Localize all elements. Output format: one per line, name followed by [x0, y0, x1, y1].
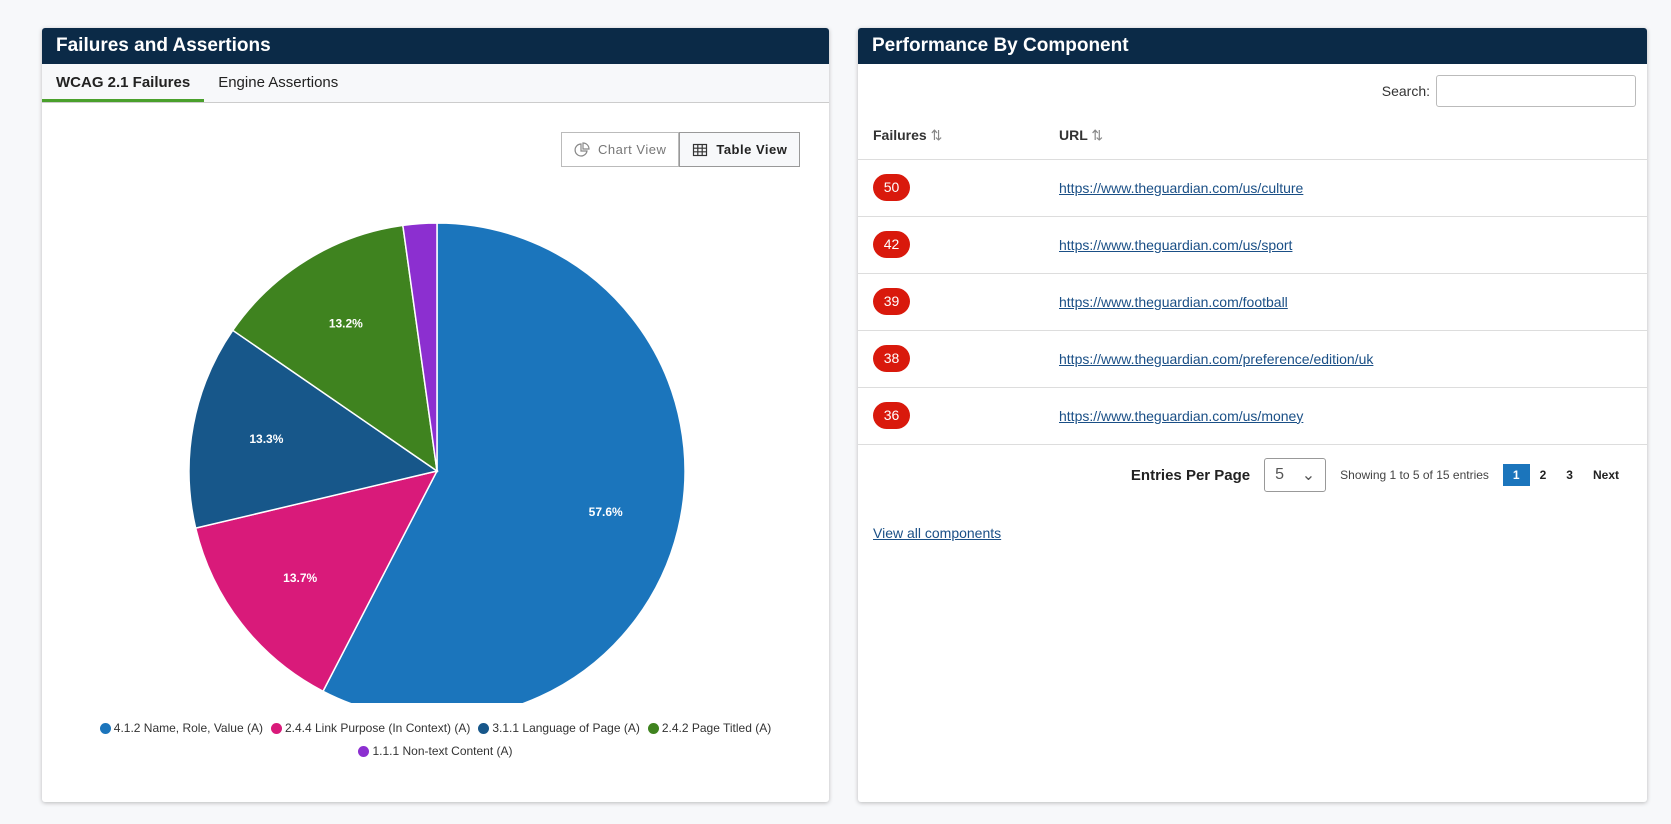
slice-data-label: 13.7% — [283, 571, 317, 585]
chevron-down-icon: ⌄ — [1301, 467, 1316, 484]
chart-view-button[interactable]: Chart View — [561, 132, 680, 167]
legend-item[interactable]: 4.1.2 Name, Role, Value (A) — [99, 718, 263, 739]
tab-bar: WCAG 2.1 Failures Engine Assertions — [42, 64, 829, 103]
tab-wcag-failures[interactable]: WCAG 2.1 Failures — [42, 64, 205, 102]
pagination: Entries Per Page 5 ⌄ Showing 1 to 5 of 15… — [1131, 458, 1629, 492]
page-1-button[interactable]: 1 — [1502, 464, 1530, 486]
legend-marker — [647, 723, 659, 734]
failures-assertions-panel: Failures and Assertions WCAG 2.1 Failure… — [42, 28, 829, 802]
table-row: 38 https://www.theguardian.com/preference… — [858, 330, 1647, 388]
pie-chart: 57.6% 13.7% 13.3% 13.2% — [188, 222, 686, 703]
legend-item[interactable]: 1.1.1 Non-text Content (A) — [358, 741, 513, 762]
table-view-label: Table View — [716, 142, 788, 157]
pie-slice[interactable] — [194, 469, 439, 693]
component-url-link[interactable]: https://www.theguardian.com/football — [1059, 293, 1288, 310]
chart-view-label: Chart View — [598, 142, 667, 157]
failure-count-badge: 39 — [873, 288, 910, 315]
sort-icon: ⇅ — [1091, 127, 1104, 144]
sort-icon: ⇅ — [930, 127, 943, 144]
failure-count-badge: 50 — [873, 174, 910, 201]
pie-slice[interactable] — [322, 222, 686, 703]
table-grid-icon — [693, 143, 708, 156]
legend-marker — [358, 746, 370, 757]
legend-marker — [478, 723, 490, 734]
next-page-button[interactable]: Next — [1592, 468, 1619, 482]
component-url-link[interactable]: https://www.theguardian.com/preference/e… — [1059, 350, 1374, 367]
legend-marker — [99, 723, 111, 734]
components-table: Failures ⇅ URL ⇅ 50 https://www.theguardi… — [858, 113, 1647, 445]
table-row: 36 https://www.theguardian.com/us/money — [858, 387, 1647, 445]
table-row: 42 https://www.theguardian.com/us/sport — [858, 216, 1647, 274]
slice-data-label: 57.6% — [589, 505, 623, 519]
page-2-button[interactable]: 2 — [1539, 468, 1547, 482]
pie-slice[interactable] — [401, 222, 438, 472]
panel-title: Performance By Component — [858, 28, 1647, 64]
performance-panel: Performance By Component Search: Failure… — [858, 28, 1647, 802]
view-toggle: Chart View Table View — [561, 132, 801, 167]
legend-marker — [270, 723, 282, 734]
column-header-url[interactable]: URL ⇅ — [1044, 113, 1647, 160]
entries-summary: Showing 1 to 5 of 15 entries — [1340, 468, 1489, 482]
page-3-button[interactable]: 3 — [1566, 468, 1573, 482]
tab-engine-assertions[interactable]: Engine Assertions — [218, 74, 339, 91]
component-url-link[interactable]: https://www.theguardian.com/us/culture — [1059, 179, 1304, 196]
legend-item[interactable]: 3.1.1 Language of Page (A) — [478, 718, 640, 739]
table-row: 50 https://www.theguardian.com/us/culture — [858, 159, 1647, 217]
search-input[interactable] — [1436, 75, 1636, 107]
table-view-button[interactable]: Table View — [679, 132, 801, 167]
component-url-link[interactable]: https://www.theguardian.com/us/sport — [1059, 236, 1293, 253]
column-header-failures[interactable]: Failures ⇅ — [858, 113, 1044, 160]
chart-legend: 4.1.2 Name, Role, Value (A) 2.4.4 Link Pu… — [42, 718, 829, 764]
view-all-components-link[interactable]: View all components — [873, 525, 1002, 541]
panel-title: Failures and Assertions — [42, 28, 829, 64]
legend-item[interactable]: 2.4.2 Page Titled (A) — [647, 718, 771, 739]
component-url-link[interactable]: https://www.theguardian.com/us/money — [1059, 407, 1304, 424]
entries-per-page-label: Entries Per Page — [1130, 466, 1251, 484]
table-row: 39 https://www.theguardian.com/football — [858, 273, 1647, 331]
slice-data-label: 13.3% — [249, 432, 283, 446]
legend-item[interactable]: 2.4.4 Link Purpose (In Context) (A) — [270, 718, 470, 739]
slice-data-label: 13.2% — [329, 316, 363, 330]
failure-count-badge: 38 — [873, 345, 910, 372]
failure-count-badge: 36 — [873, 402, 910, 429]
search-box: Search: — [1382, 75, 1636, 107]
pie-slice[interactable] — [231, 224, 438, 473]
pie-chart-icon — [574, 141, 590, 157]
pie-slice[interactable] — [188, 329, 439, 530]
failure-count-badge: 42 — [873, 231, 910, 258]
entries-per-page-select[interactable]: 5 ⌄ — [1264, 458, 1327, 492]
search-label: Search: — [1381, 83, 1430, 99]
